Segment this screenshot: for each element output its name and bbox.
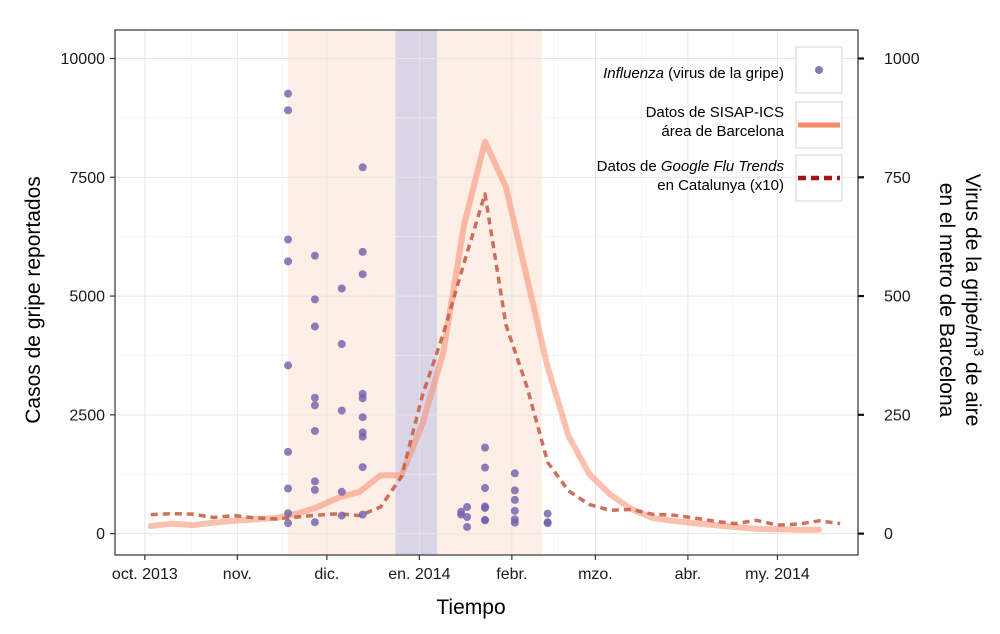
influenza-point-8 bbox=[284, 519, 293, 528]
x-tick-label-7: my. 2014 bbox=[745, 566, 810, 583]
influenza-point-42 bbox=[481, 503, 490, 512]
svg-text:Virus de la gripe/m3 de aire: Virus de la gripe/m3 de aire bbox=[961, 174, 987, 427]
influenza-point-53 bbox=[543, 519, 552, 528]
influenza-point-1 bbox=[284, 106, 293, 115]
influenza-point-16 bbox=[310, 485, 319, 494]
shaded-period-0 bbox=[288, 30, 396, 555]
y-left-tick-label-4: 10000 bbox=[61, 51, 106, 68]
influenza-point-3 bbox=[284, 257, 293, 266]
influenza-point-30 bbox=[358, 432, 367, 441]
y-left-tick-label-3: 7500 bbox=[69, 170, 105, 187]
series-line-gft bbox=[150, 192, 841, 527]
x-tick-label-3: en. 2014 bbox=[388, 566, 450, 583]
influenza-point-47 bbox=[510, 495, 519, 504]
y-right-tick-label-3: 750 bbox=[884, 170, 911, 187]
x-tick-label-1: nov. bbox=[223, 566, 252, 583]
y-axis-left-title: Casos de gripe reportados bbox=[22, 176, 45, 423]
x-tick-label-5: mzo. bbox=[578, 566, 613, 583]
x-tick-label-0: oct. 2013 bbox=[112, 566, 178, 583]
influenza-point-44 bbox=[481, 516, 490, 525]
influenza-point-6 bbox=[284, 484, 293, 493]
influenza-point-37 bbox=[463, 522, 472, 531]
y-axis-right-title-line1-end: de aire bbox=[961, 356, 984, 426]
y-right-tick-label-1: 250 bbox=[884, 407, 911, 424]
influenza-point-51 bbox=[543, 509, 552, 518]
influenza-point-10 bbox=[310, 295, 319, 304]
legend: Influenza (virus de la gripe) Datos de S… bbox=[597, 46, 843, 202]
x-tick-label-2: dic. bbox=[314, 566, 339, 583]
influenza-point-19 bbox=[337, 340, 346, 349]
influenza-point-12 bbox=[310, 393, 319, 402]
shaded-periods bbox=[288, 30, 542, 555]
y-right-tick-label-0: 0 bbox=[884, 526, 893, 543]
influenza-points bbox=[284, 89, 552, 531]
influenza-point-20 bbox=[337, 406, 346, 415]
influenza-point-28 bbox=[358, 413, 367, 422]
legend-label-influenza: Influenza (virus de la gripe) bbox=[603, 65, 784, 82]
x-tick-label-4: febr. bbox=[496, 566, 527, 583]
legend-label-gft-line1: Datos de Google Flu Trends bbox=[597, 158, 785, 175]
influenza-point-14 bbox=[310, 426, 319, 435]
y-left-tick-label-1: 2500 bbox=[69, 407, 105, 424]
influenza-point-15 bbox=[310, 477, 319, 486]
y-axis-right-title-line1: Virus de la gripe/m bbox=[961, 174, 984, 349]
y-right-tick-label-2: 500 bbox=[884, 289, 911, 306]
influenza-point-5 bbox=[284, 447, 293, 456]
influenza-point-4 bbox=[284, 361, 293, 370]
influenza-point-40 bbox=[481, 484, 490, 493]
influenza-point-25 bbox=[358, 270, 367, 279]
y-left-tick-label-2: 5000 bbox=[69, 289, 105, 306]
legend-label-sisap-line2: área de Barcelona bbox=[661, 123, 784, 140]
influenza-point-36 bbox=[463, 512, 472, 521]
y-axis-right-title-superscript: 3 bbox=[971, 348, 987, 356]
influenza-point-35 bbox=[463, 503, 472, 512]
plot-border bbox=[114, 29, 859, 556]
influenza-point-24 bbox=[358, 247, 367, 256]
grid bbox=[115, 30, 858, 555]
influenza-point-46 bbox=[510, 486, 519, 495]
y-right-tick-label-4: 1000 bbox=[884, 51, 920, 68]
influenza-point-17 bbox=[310, 518, 319, 527]
influenza-point-48 bbox=[510, 506, 519, 515]
y-axis-right-title: Virus de la gripe/m3 de aire en el metro… bbox=[935, 174, 987, 427]
influenza-point-13 bbox=[310, 401, 319, 410]
influenza-point-50 bbox=[510, 518, 519, 527]
legend-label-sisap-line1: Datos de SISAP-ICS bbox=[646, 104, 784, 121]
influenza-point-21 bbox=[337, 487, 346, 496]
influenza-point-22 bbox=[337, 511, 346, 520]
legend-label-gft-line2: en Catalunya (x10) bbox=[657, 177, 784, 194]
y-axis-right: 0 250 500 750 1000 bbox=[858, 51, 920, 543]
y-axis-left: 0 2500 5000 7500 10000 bbox=[61, 51, 115, 543]
influenza-point-27 bbox=[358, 394, 367, 403]
legend-point-influenza bbox=[815, 66, 823, 74]
influenza-point-2 bbox=[284, 235, 293, 244]
influenza-point-0 bbox=[284, 89, 293, 98]
influenza-point-7 bbox=[284, 509, 293, 518]
x-tick-label-6: abr. bbox=[675, 566, 702, 583]
influenza-point-32 bbox=[358, 510, 367, 519]
influenza-point-9 bbox=[310, 251, 319, 260]
influenza-point-38 bbox=[481, 443, 490, 452]
influenza-point-18 bbox=[337, 284, 346, 293]
x-axis-title: Tiempo bbox=[436, 596, 505, 619]
influenza-point-23 bbox=[358, 163, 367, 172]
y-axis-right-title-line2: en el metro de Barcelona bbox=[935, 183, 958, 418]
influenza-point-11 bbox=[310, 322, 319, 331]
x-axis: oct. 2013 nov. dic. en. 2014 febr. mzo. abr. my… bbox=[112, 555, 810, 583]
influenza-point-31 bbox=[358, 463, 367, 472]
y-left-tick-label-0: 0 bbox=[96, 526, 105, 543]
series-lines bbox=[147, 138, 841, 533]
influenza-point-39 bbox=[481, 463, 490, 472]
influenza-point-45 bbox=[510, 469, 519, 478]
